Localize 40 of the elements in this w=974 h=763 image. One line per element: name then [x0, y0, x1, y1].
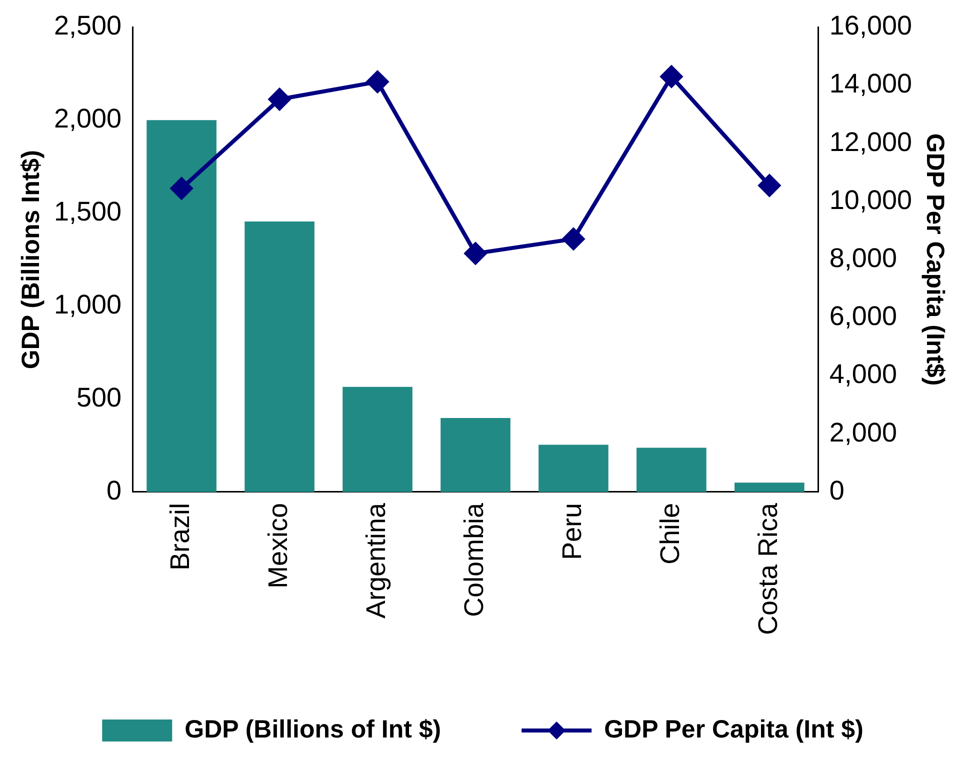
- bar: [734, 482, 804, 492]
- bar: [636, 448, 706, 492]
- point: [562, 228, 584, 250]
- y-axis-title: GDP (Billions Int$): [16, 150, 45, 370]
- point: [170, 177, 193, 200]
- y-tick-label: 2,000: [54, 104, 122, 134]
- y-tick-label: 1,000: [54, 290, 122, 320]
- y2-tick-label: 10,000: [829, 184, 912, 215]
- x-tick-label: Argentina: [360, 502, 391, 619]
- bar: [342, 386, 412, 492]
- y2-tick-label: 6,000: [829, 301, 897, 332]
- point: [366, 70, 389, 93]
- legend-label: GDP Per Capita (Int $): [604, 715, 864, 744]
- y2-tick-label: 2,000: [829, 417, 897, 448]
- y2-tick-label: 0: [829, 475, 844, 506]
- y-tick-label: 500: [76, 382, 122, 412]
- legend-label: GDP (Billions of Int $): [184, 715, 442, 744]
- y2-axis-title: GDP Per Capita (Int$): [921, 133, 950, 386]
- x-tick-label: Costa Rica: [752, 502, 783, 635]
- y2-tick-label: 12,000: [829, 126, 912, 157]
- y2-tick-label: 8,000: [829, 243, 897, 274]
- point: [268, 88, 291, 110]
- x-tick-label: Brazil: [165, 502, 196, 570]
- y-tick-label: 1,500: [54, 196, 122, 227]
- y-tick-label: 2,500: [54, 10, 122, 41]
- point: [660, 66, 682, 88]
- y2-tick-label: 16,000: [829, 10, 912, 41]
- y2-tick-label: 14,000: [829, 68, 912, 99]
- x-tick-label: Colombia: [458, 502, 489, 618]
- y2-tick-label: 4,000: [829, 359, 897, 390]
- bar: [538, 444, 608, 492]
- x-tick-label: Peru: [556, 502, 587, 560]
- point: [758, 174, 780, 197]
- bar: [146, 120, 216, 492]
- y-tick-label: 0: [106, 475, 122, 506]
- x-tick-label: Chile: [654, 502, 685, 564]
- bar: [244, 221, 314, 492]
- x-tick-label: Mexico: [262, 502, 293, 588]
- bar: [440, 418, 510, 492]
- point: [464, 242, 486, 264]
